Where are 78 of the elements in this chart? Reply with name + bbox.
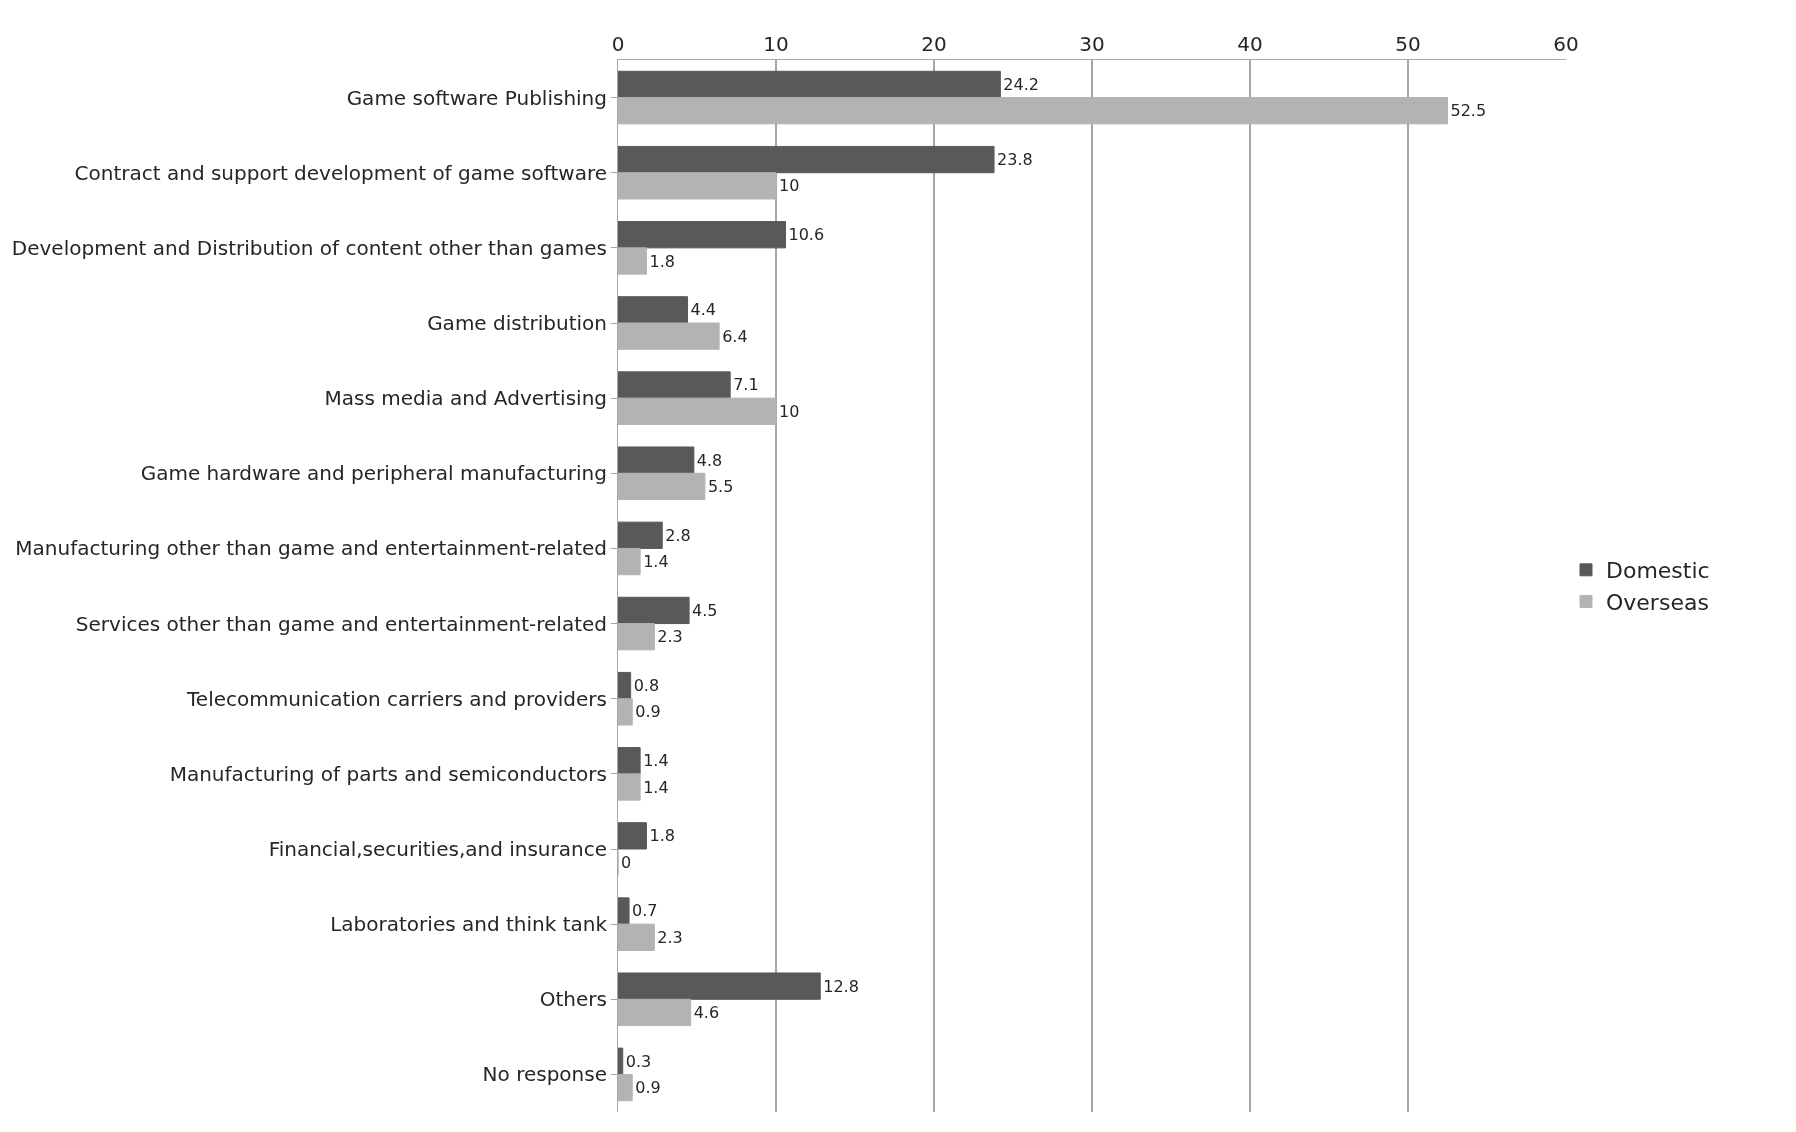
data-label: 1.4 bbox=[643, 777, 669, 797]
y-tick-label: Manufacturing of parts and semiconductors bbox=[169, 761, 607, 786]
data-label: 0.8 bbox=[633, 676, 660, 696]
data-label: 0.7 bbox=[632, 901, 658, 921]
bar bbox=[618, 1047, 624, 1075]
data-label: 6.4 bbox=[722, 326, 748, 346]
bar bbox=[618, 596, 690, 625]
y-tick-label: Telecommunication carriers and providers bbox=[186, 686, 607, 711]
bar bbox=[618, 623, 655, 651]
bar bbox=[618, 322, 720, 350]
data-label: 10 bbox=[779, 401, 800, 421]
y-tick-label: Manufacturing other than game and entertainment-related bbox=[15, 536, 607, 561]
data-label: 1.8 bbox=[649, 251, 675, 271]
bar bbox=[618, 671, 632, 700]
bar bbox=[618, 145, 995, 174]
data-label: 4.6 bbox=[693, 1002, 720, 1022]
data-label: 4.5 bbox=[692, 600, 718, 620]
legend-label: Overseas bbox=[1606, 589, 1709, 615]
bar bbox=[618, 397, 777, 425]
y-tick-label: Game software Publishing bbox=[346, 85, 607, 110]
data-label: 10.6 bbox=[788, 225, 825, 245]
bar bbox=[618, 247, 647, 275]
data-label: 1.8 bbox=[649, 826, 675, 846]
data-label: 2.3 bbox=[657, 627, 683, 647]
x-tick-label: 50 bbox=[1395, 32, 1421, 56]
y-tick-label: Development and Distribution of content other than games bbox=[11, 235, 607, 260]
x-tick-label: 20 bbox=[921, 32, 947, 56]
data-label: 2.8 bbox=[665, 525, 691, 545]
y-tick-label: Mass media and Advertising bbox=[324, 386, 607, 411]
x-tick-label: 40 bbox=[1237, 32, 1263, 56]
bar bbox=[618, 521, 663, 549]
bar bbox=[618, 472, 706, 501]
x-tick-label: 10 bbox=[763, 32, 789, 56]
bar bbox=[618, 547, 641, 576]
x-tick-label: 0 bbox=[611, 32, 625, 56]
data-label: 23.8 bbox=[997, 150, 1033, 170]
x-tick-label: 30 bbox=[1079, 32, 1105, 56]
data-label: 10 bbox=[779, 176, 800, 196]
data-label: 0.3 bbox=[625, 1051, 652, 1071]
y-tick-label: Financial,securities,and insurance bbox=[268, 837, 607, 861]
data-label: 0.9 bbox=[635, 1078, 661, 1098]
bar bbox=[618, 972, 821, 1000]
y-tick-label: Game hardware and peripheral manufacturing bbox=[140, 461, 607, 486]
data-label: 1.4 bbox=[643, 751, 669, 771]
bar bbox=[618, 773, 641, 801]
data-label: 5.5 bbox=[707, 476, 734, 496]
data-label: 4.8 bbox=[696, 450, 723, 470]
bar bbox=[618, 221, 786, 249]
bar bbox=[618, 172, 777, 200]
data-label: 2.3 bbox=[657, 927, 683, 947]
bar bbox=[618, 1073, 633, 1102]
data-label: 1.4 bbox=[643, 552, 669, 572]
legend-label: Domestic bbox=[1606, 558, 1710, 584]
x-tick-label: 60 bbox=[1553, 32, 1579, 56]
data-label: 7.1 bbox=[733, 375, 759, 395]
bar bbox=[618, 371, 731, 399]
bar bbox=[618, 998, 692, 1027]
data-label: 0.9 bbox=[635, 702, 661, 722]
bar bbox=[618, 822, 647, 850]
bar bbox=[618, 923, 655, 951]
bar bbox=[618, 897, 630, 925]
data-label: 4.4 bbox=[690, 300, 716, 320]
y-tick-label: Contract and support development of game software bbox=[74, 160, 607, 185]
bar bbox=[618, 747, 641, 775]
data-label: 52.5 bbox=[1450, 101, 1487, 121]
data-label: 0 bbox=[621, 852, 632, 872]
y-tick-label: No response bbox=[482, 1062, 607, 1087]
data-label: 24.2 bbox=[1003, 74, 1039, 94]
y-tick-label: Laboratories and think tank bbox=[330, 912, 608, 937]
bar bbox=[618, 296, 689, 324]
y-tick-label: Others bbox=[539, 987, 607, 1012]
bar bbox=[618, 698, 633, 726]
bar bbox=[618, 70, 1001, 99]
data-label: 12.8 bbox=[823, 976, 859, 996]
bar bbox=[618, 97, 1448, 125]
y-tick-label: Services other than game and entertainment-related bbox=[75, 611, 607, 636]
bar bbox=[618, 446, 695, 474]
y-tick-label: Game distribution bbox=[427, 311, 607, 335]
